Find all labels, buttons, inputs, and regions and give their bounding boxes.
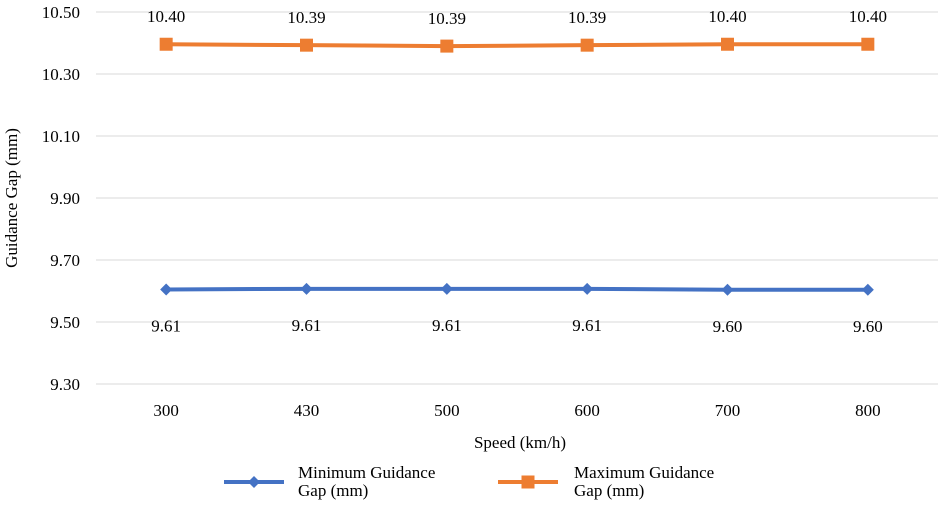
y-tick-label: 10.30: [42, 65, 80, 84]
series-0: [160, 282, 874, 296]
legend-item-0: Minimum Guidance Gap (mm): [224, 463, 435, 500]
data-label: 9.61: [572, 316, 602, 335]
data-label: 9.61: [151, 316, 181, 335]
series-line: [166, 42, 868, 49]
x-tick-label: 600: [574, 401, 600, 420]
legend-label-line: Gap (mm): [574, 481, 644, 500]
x-axis-ticks: 300 430 500 600 700 800: [153, 401, 880, 420]
legend-marker: [521, 475, 535, 489]
data-point-marker: [300, 38, 313, 52]
legend-marker: [248, 476, 260, 488]
data-label: 9.61: [292, 316, 322, 335]
data-label: 10.39: [568, 8, 606, 27]
legend: Minimum Guidance Gap (mm)Maximum Guidance…: [224, 463, 714, 500]
y-tick-label: 10.10: [42, 127, 80, 146]
x-tick-label: 500: [434, 401, 460, 420]
data-point-marker: [861, 283, 874, 296]
data-point-marker: [440, 39, 454, 53]
series-1: [159, 37, 875, 53]
data-label: 10.39: [428, 9, 466, 28]
y-tick-label: 10.50: [42, 3, 80, 22]
x-tick-label: 800: [855, 401, 881, 420]
data-labels: 9.61 9.61 9.61 9.61 9.60 9.60 10.40 10.39 10.39 1…: [147, 7, 887, 336]
x-tick-label: 430: [294, 401, 320, 420]
legend-item-1: Maximum Guidance Gap (mm): [498, 463, 714, 500]
data-point-marker: [440, 282, 453, 295]
series-group: [159, 37, 875, 296]
data-label: 10.40: [708, 7, 746, 26]
data-point-marker: [160, 283, 173, 296]
y-axis-title: Guidance Gap (mm): [2, 128, 21, 268]
data-label: 9.60: [713, 317, 743, 336]
data-point-marker: [721, 37, 734, 51]
data-point-marker: [580, 38, 594, 52]
legend-label: Minimum Guidance Gap (mm): [298, 463, 435, 500]
y-axis-ticks: 9.30 9.50 9.70 9.90 10.10 10.30 10.50: [42, 3, 80, 394]
data-label: 10.39: [287, 8, 325, 27]
series-line: [166, 286, 868, 292]
legend-label-line: Maximum Guidance: [574, 463, 714, 482]
y-tick-label: 9.50: [50, 313, 80, 332]
data-label: 10.40: [147, 7, 185, 26]
y-tick-label: 9.90: [50, 189, 80, 208]
data-point-marker: [861, 37, 875, 51]
data-label: 9.60: [853, 317, 883, 336]
x-tick-label: 300: [153, 401, 179, 420]
legend-label: Maximum Guidance Gap (mm): [574, 463, 714, 500]
legend-label-line: Gap (mm): [298, 481, 368, 500]
data-point-marker: [159, 37, 173, 51]
data-label: 9.61: [432, 316, 462, 335]
y-tick-label: 9.30: [50, 375, 80, 394]
x-tick-label: 700: [715, 401, 741, 420]
data-point-marker: [581, 282, 594, 295]
legend-label-line: Minimum Guidance: [298, 463, 435, 482]
data-label: 10.40: [849, 7, 887, 26]
data-point-marker: [721, 283, 734, 296]
x-axis-title: Speed (km/h): [474, 433, 566, 452]
data-point-marker: [300, 282, 313, 295]
y-tick-label: 9.70: [50, 251, 80, 270]
gridlines: [96, 11, 938, 385]
